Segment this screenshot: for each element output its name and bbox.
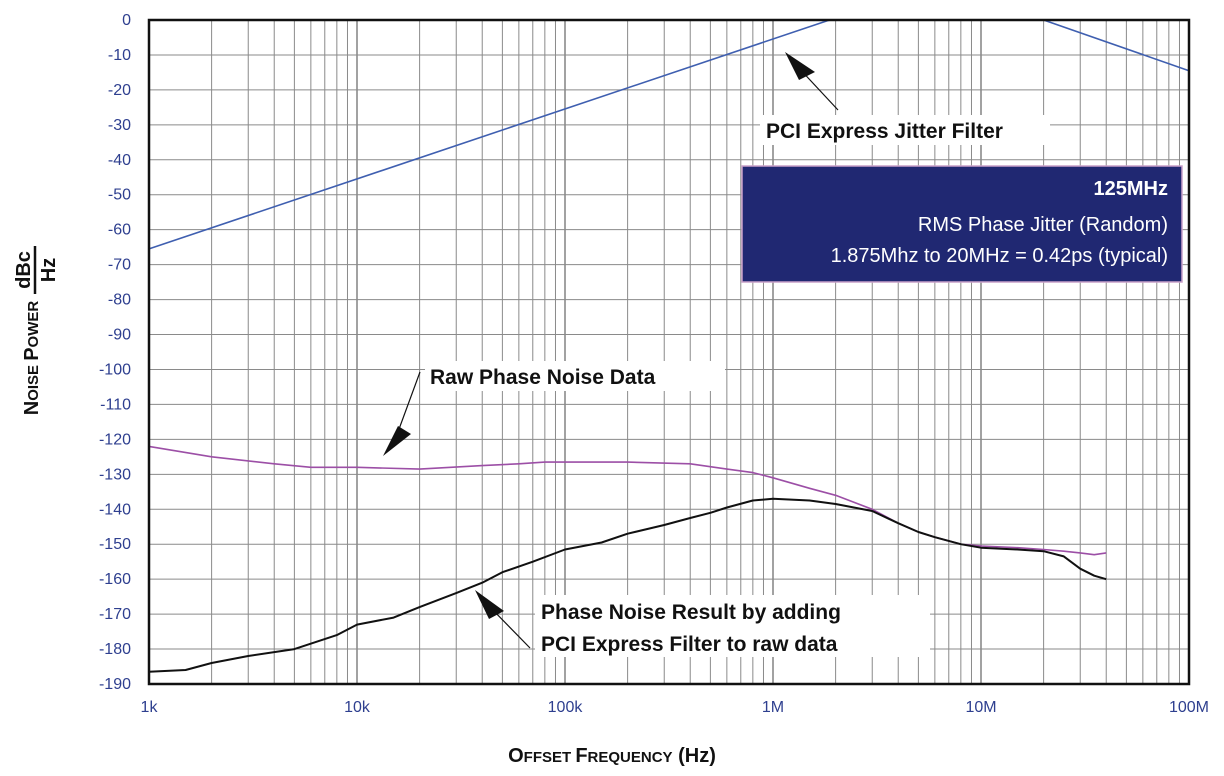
y-tick-label: -20 — [108, 82, 131, 99]
filter-arrow-head — [785, 52, 815, 80]
info-box: 125MHz RMS Phase Jitter (Random) 1.875Mh… — [741, 165, 1183, 283]
x-tick-label: 100k — [548, 699, 584, 716]
plot-frame — [147, 18, 1191, 686]
info-box-title: 125MHz — [1094, 178, 1168, 200]
raw-arrow-head — [383, 426, 411, 456]
x-axis-title-cap1: O — [508, 745, 524, 767]
x-axis-title-rest1: FFSET — [524, 749, 576, 766]
y-tick-label: -150 — [99, 536, 131, 553]
series-line-raw — [148, 445, 1107, 556]
info-box-line2: 1.875Mhz to 20MHz = 0.42ps (typical) — [831, 245, 1168, 267]
y-tick-label: -160 — [99, 571, 131, 588]
result-label-line2: PCI Express Filter to raw data — [541, 633, 838, 656]
x-axis-title-unit: (Hz) — [673, 745, 716, 767]
y-tick-label: -50 — [108, 187, 131, 204]
y-tick-label: -110 — [100, 396, 131, 413]
y-tick-label: 0 — [122, 12, 131, 29]
y-axis-unit: dBc Hz — [13, 246, 60, 294]
x-tick-label: 1M — [762, 699, 784, 716]
x-axis-title-rest2: REQUENCY — [588, 749, 673, 766]
filter-label-background — [760, 115, 1050, 145]
y-tick-label: -90 — [108, 327, 131, 344]
y-tick-label: -60 — [108, 222, 131, 239]
y-tick-label: -80 — [108, 292, 131, 309]
filter-label: PCI Express Jitter Filter — [766, 120, 1003, 143]
info-box-line1: RMS Phase Jitter (Random) — [918, 214, 1168, 236]
y-axis-title-rest1: OISE — [25, 361, 42, 401]
x-axis-title: OFFSET FREQUENCY (Hz) — [508, 745, 716, 767]
y-tick-label: -140 — [99, 501, 131, 518]
info-box-background — [741, 165, 1183, 283]
annotations: PCI Express Jitter Filter Raw Phase Nois… — [383, 52, 1050, 657]
x-tick-label: 10k — [344, 699, 371, 716]
y-tick-label: -40 — [108, 152, 131, 169]
result-label-line1: Phase Noise Result by adding — [541, 601, 841, 624]
y-tick-label: -30 — [108, 117, 131, 134]
y-axis-title-rest2: OWER — [25, 301, 42, 348]
y-tick-label: -70 — [108, 257, 131, 274]
x-tick-label: 1k — [141, 699, 159, 716]
result-arrow-head — [475, 590, 504, 619]
x-tick-label: 100M — [1169, 699, 1209, 716]
y-tick-label: -120 — [99, 431, 131, 448]
raw-label: Raw Phase Noise Data — [430, 366, 656, 389]
y-tick-label: -130 — [99, 466, 131, 483]
x-axis-title-cap2: F — [575, 745, 587, 767]
y-tick-label: -180 — [99, 641, 131, 658]
y-tick-label: -190 — [99, 676, 131, 693]
x-tick-label: 10M — [965, 699, 996, 716]
y-axis-title-text: NOISE POWER — [21, 301, 43, 416]
series-line-result — [148, 497, 1107, 673]
y-axis-unit-denominator: Hz — [38, 258, 60, 282]
y-tick-label: -100 — [99, 361, 131, 378]
y-axis-title-cap1: N — [21, 401, 43, 415]
y-axis-title: NOISE POWER dBc Hz — [13, 246, 60, 415]
raw-label-background — [425, 361, 725, 391]
result-label-background — [535, 595, 930, 657]
y-tick-label: -10 — [108, 47, 131, 64]
y-axis-title-cap2: P — [21, 347, 43, 360]
tick-labels: 1k 10k 100k 1M 10M 100M 0 -10 -20 -30 -40 -50 -60 -70… — [99, 12, 1209, 716]
y-axis-unit-numerator: dBc — [13, 251, 35, 289]
y-tick-label: -170 — [99, 606, 131, 623]
